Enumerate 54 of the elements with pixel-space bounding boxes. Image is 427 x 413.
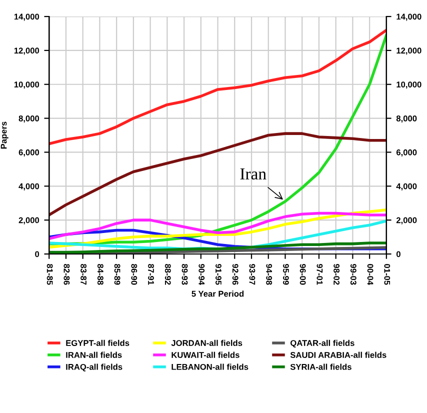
- y-tick-label: 8,000: [18, 115, 40, 123]
- y-axis-title: Papers: [0, 122, 8, 149]
- line-series: [49, 208, 386, 249]
- x-tick-label: 91-95: [216, 264, 222, 285]
- legend-label: IRAQ-all fields: [66, 364, 122, 372]
- line-series: [49, 242, 386, 254]
- y2-tick-label: 0: [396, 251, 400, 258]
- y-tick-label: 4,000: [18, 183, 40, 190]
- x-tick-label: 99-03: [350, 264, 356, 285]
- y2-tick-label: 8,000: [396, 115, 417, 123]
- y2-tick-label: 14,000: [396, 14, 422, 21]
- x-tick-label: 93-97: [249, 264, 256, 285]
- x-tick-label: 92-96: [232, 264, 238, 285]
- x-tick-label: 97-01: [316, 264, 323, 285]
- legend-label: SAUDI ARABIA-all fields: [290, 352, 386, 358]
- x-tick-label: 83-87: [80, 264, 86, 285]
- y2-tick-label: 4,000: [396, 183, 417, 190]
- x-tick-label: 81-85: [46, 264, 53, 285]
- y-tick-label: 10,000: [14, 82, 40, 89]
- x-tick-label: 84-88: [97, 264, 104, 285]
- y-tick-label: 2,000: [18, 217, 40, 224]
- legend-label: QATAR-all fields: [290, 340, 354, 348]
- legend-label: EGYPT-all fields: [66, 340, 130, 346]
- y2-tick-label: 6,000: [396, 149, 417, 157]
- y2-tick-label: 12,000: [396, 48, 422, 55]
- line-series: [49, 132, 386, 216]
- x-axis-title: 5 Year Period: [192, 290, 244, 297]
- legend-label: SYRIA-all fields: [290, 364, 352, 370]
- x-tick-label: 95-99: [283, 264, 289, 285]
- x-tick-label: 96-00: [300, 264, 306, 285]
- x-tick-label: 88-92: [164, 264, 171, 285]
- annotation: Iran: [240, 168, 266, 180]
- legend-label: KUWAIT-all fields: [172, 352, 240, 358]
- legend-label: JORDAN-all fields: [171, 340, 242, 346]
- x-tick-label: 90-94: [198, 264, 205, 285]
- y2-tick-label: 2,000: [396, 217, 417, 224]
- x-tick-label: 01-05: [384, 264, 390, 285]
- x-tick-label: 89-93: [182, 264, 188, 285]
- y2-tick-label: 10,000: [396, 82, 422, 89]
- y-tick-label: 12,000: [14, 48, 40, 55]
- y-tick-label: 6,000: [18, 149, 40, 157]
- x-tick-label: 82-86: [64, 264, 70, 285]
- x-tick-label: 85-89: [114, 264, 120, 285]
- line-series: [49, 28, 386, 146]
- legend-label: IRAN-all fields: [66, 352, 122, 358]
- x-tick-label: 86-90: [131, 264, 138, 285]
- legend-label: LEBANON-all fields: [172, 364, 248, 370]
- line-series: [49, 212, 386, 240]
- x-tick-label: 94-98: [266, 264, 272, 285]
- x-tick-label: 98-02: [334, 264, 340, 285]
- y-tick-label: 14,000: [14, 14, 40, 21]
- x-tick-label: 00-04: [367, 264, 374, 285]
- y-tick-label: 0: [35, 251, 40, 258]
- x-tick-label: 87-91: [148, 264, 154, 285]
